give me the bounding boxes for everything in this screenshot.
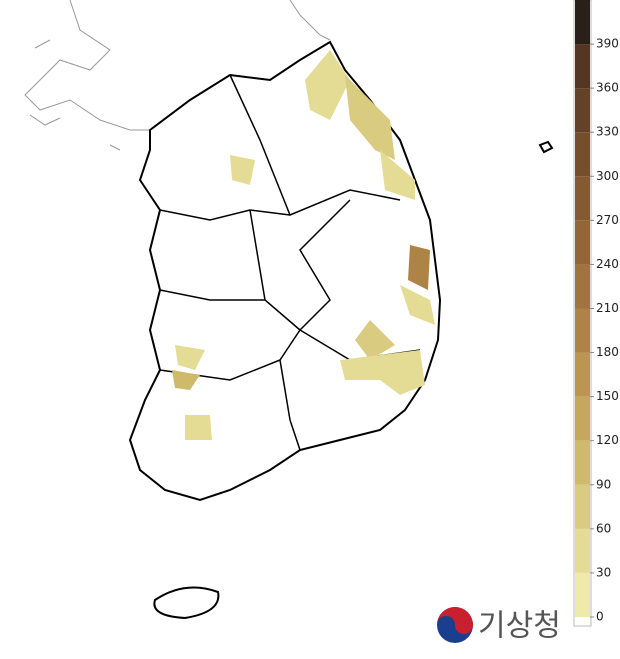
- legend-tick-label: 90: [596, 477, 611, 491]
- legend-tick-label: 390: [596, 37, 619, 51]
- legend-tick-label: 240: [596, 257, 619, 271]
- legend-band: [575, 0, 590, 45]
- legend-tick-label: 180: [596, 345, 619, 359]
- legend-tick-label: 330: [596, 125, 619, 139]
- south-korea: [128, 40, 554, 620]
- legend-band: [575, 352, 590, 397]
- legend: 0 30 60 90 120 150 180 210 240 270 300 330 360 390: [573, 0, 619, 627]
- legend-band: [575, 484, 590, 529]
- legend-band: [575, 176, 590, 221]
- legend-band: [575, 220, 590, 265]
- logo-mark-red: [437, 607, 473, 634]
- legend-band: [575, 440, 590, 485]
- legend-tick-label: 300: [596, 169, 619, 183]
- legend-tick-label: 120: [596, 433, 619, 447]
- legend-tick-label: 270: [596, 213, 619, 227]
- province-borders: [159, 74, 421, 451]
- legend-tick-label: 30: [596, 565, 611, 579]
- legend-tick-label: 60: [596, 521, 611, 535]
- logo: 기상청: [437, 607, 561, 644]
- north-coast: [24, 0, 331, 151]
- legend-tick-label: 360: [596, 81, 619, 95]
- logo-text: 기상청: [478, 609, 561, 644]
- legend-band: [575, 264, 590, 309]
- rain-area: [172, 50, 435, 440]
- legend-band: [575, 396, 590, 441]
- legend-band: [575, 132, 590, 177]
- legend-band: [575, 44, 590, 89]
- legend-tick-label: 210: [596, 301, 619, 315]
- legend-tick-label: 0: [596, 610, 604, 624]
- legend-band: [575, 572, 590, 617]
- legend-band: [575, 88, 590, 133]
- legend-band: [575, 308, 590, 353]
- legend-tick-label: 150: [596, 389, 619, 403]
- legend-band: [575, 528, 590, 573]
